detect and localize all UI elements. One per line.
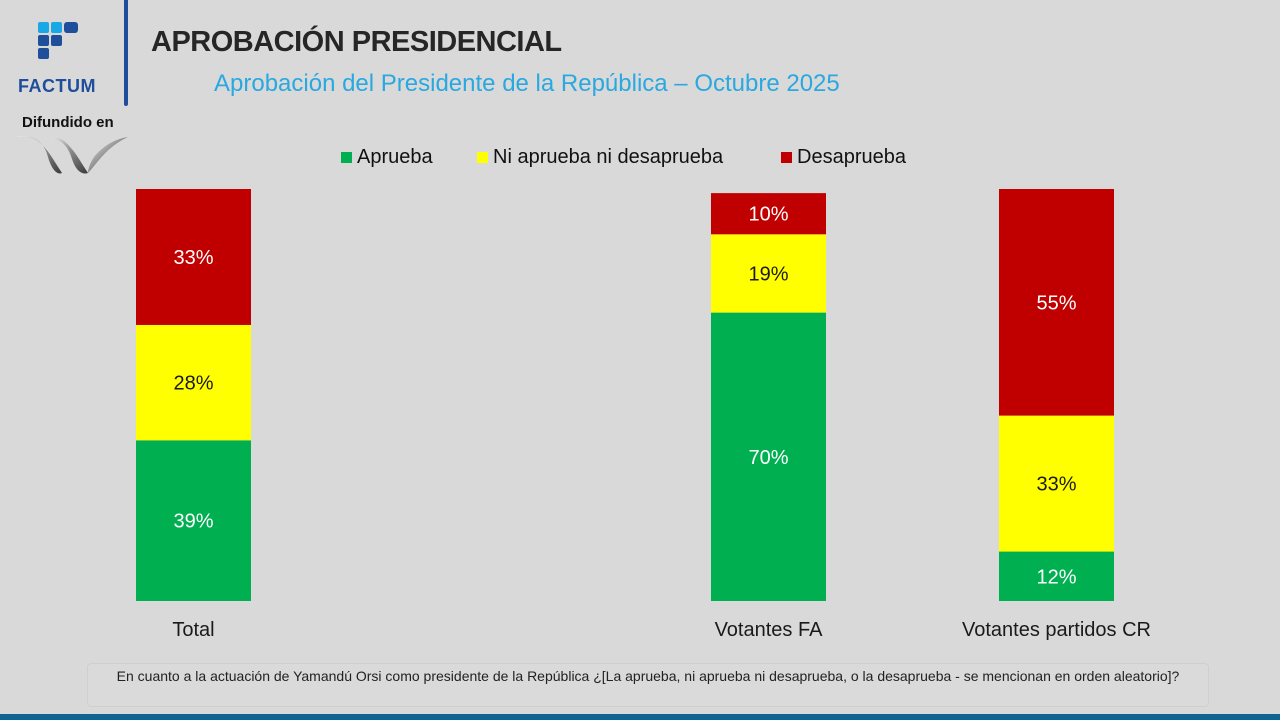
factum-logo-text: FACTUM (18, 76, 96, 96)
legend-swatch-desaprueba (781, 152, 792, 163)
legend-label: Desaprueba (797, 146, 906, 168)
bar-segment-total-desaprueba (136, 189, 251, 325)
page-subtitle: Aprobación del Presidente de la Repúblic… (214, 70, 840, 97)
legend-label: Ni aprueba ni desaprueba (493, 146, 724, 168)
category-label-votantes-fa: Votantes FA (715, 619, 824, 641)
header-divider (124, 0, 128, 106)
question-box: En cuanto a la actuación de Yamandú Orsi… (87, 663, 1209, 707)
legend-item-ni-aprueba: Ni aprueba ni desaprueba (477, 146, 723, 169)
legend-swatch-ni-aprueba (477, 152, 488, 163)
media-partner-logo-icon (16, 135, 128, 174)
data-label-total-aprueba: 39% (173, 511, 213, 533)
data-label-total-ni-aprueba-ni-desaprueba: 28% (173, 373, 213, 395)
data-label-votantes-partidos-cr-aprueba: 12% (1036, 566, 1076, 588)
bar-segment-votantes-fa-aprueba (711, 312, 826, 601)
distributed-label: Difundido en (22, 114, 114, 131)
bar-segment-votantes-fa-desaprueba (711, 193, 826, 235)
bar-segment-total-ni-aprueba-ni-desaprueba (136, 324, 251, 441)
bar-segment-votantes-partidos-cr-aprueba (999, 551, 1114, 601)
factum-logo-mark-icon (38, 22, 78, 59)
chart-legend: Aprueba Ni aprueba ni desaprueba Desapru… (0, 146, 1280, 170)
category-label-total: Total (172, 619, 214, 641)
data-label-votantes-partidos-cr-desaprueba: 55% (1036, 292, 1076, 314)
data-label-votantes-fa-ni-aprueba-ni-desaprueba: 19% (748, 263, 788, 285)
bar-segment-votantes-partidos-cr-ni-aprueba-ni-desaprueba (999, 415, 1114, 552)
data-label-votantes-fa-desaprueba: 10% (748, 204, 788, 226)
bar-segment-total-aprueba (136, 440, 251, 601)
bar-segment-votantes-fa-ni-aprueba-ni-desaprueba (711, 234, 826, 313)
data-label-votantes-fa-aprueba: 70% (748, 447, 788, 469)
legend-swatch-aprueba (341, 152, 352, 163)
legend-label: Aprueba (357, 146, 433, 168)
data-label-total-desaprueba: 33% (173, 247, 213, 269)
page-title: APROBACIÓN PRESIDENCIAL (151, 26, 562, 58)
data-label-votantes-partidos-cr-ni-aprueba-ni-desaprueba: 33% (1036, 474, 1076, 496)
survey-question: En cuanto a la actuación de Yamandú Orsi… (116, 668, 1180, 684)
category-label-votantes-partidos-cr: Votantes partidos CR (962, 619, 1151, 641)
bar-segment-votantes-partidos-cr-desaprueba (999, 189, 1114, 416)
legend-item-desaprueba: Desaprueba (781, 146, 906, 169)
legend-item-aprueba: Aprueba (341, 146, 433, 169)
stacked-bar-chart: 39% 28% 33% Total 70% 19% 10% Votantes FA 12% 33%… (136, 189, 1151, 641)
footer-band (0, 714, 1280, 720)
